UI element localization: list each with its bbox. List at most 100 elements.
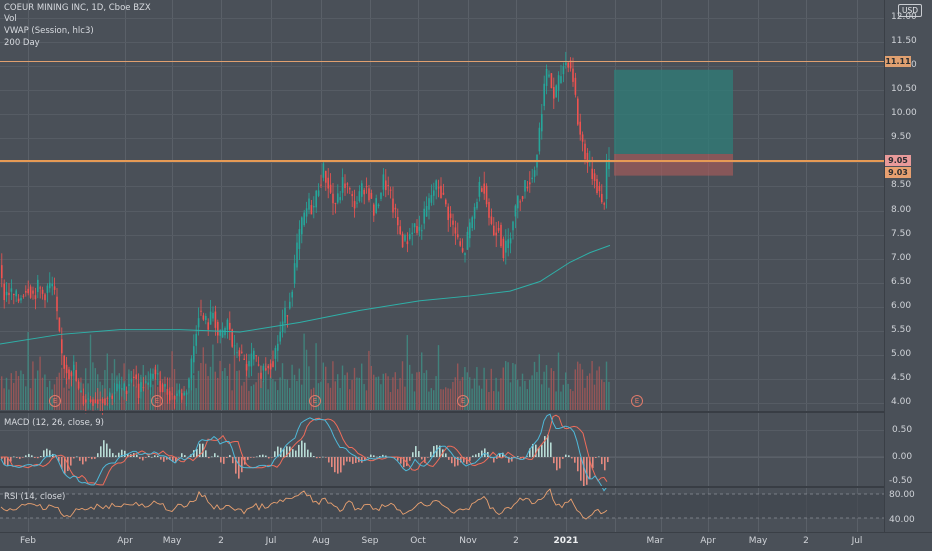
time-axis[interactable] bbox=[0, 532, 932, 551]
volume-bar bbox=[349, 389, 351, 410]
earnings-marker-icon[interactable]: E bbox=[309, 395, 321, 407]
price-chart[interactable] bbox=[0, 0, 884, 532]
candle-body bbox=[190, 358, 193, 379]
support-line[interactable] bbox=[0, 160, 884, 162]
macd-histogram-bar bbox=[172, 457, 174, 462]
candle-body bbox=[353, 201, 356, 209]
macd-histogram-bar bbox=[205, 450, 207, 457]
volume-bar bbox=[392, 377, 394, 410]
price-axis[interactable] bbox=[884, 0, 932, 532]
macd-histogram-bar bbox=[496, 457, 498, 459]
rsi-axis-tick: 40.00 bbox=[889, 515, 915, 525]
macd-histogram-bar bbox=[31, 455, 33, 457]
volume-bar bbox=[277, 390, 279, 410]
macd-histogram-bar bbox=[247, 457, 249, 460]
volume-bar bbox=[373, 374, 375, 410]
volume-bar bbox=[481, 388, 483, 410]
volume-bar bbox=[507, 362, 509, 410]
earnings-marker-icon[interactable]: E bbox=[49, 395, 61, 407]
rsi-pane-separator[interactable] bbox=[0, 486, 932, 488]
candle-body bbox=[70, 372, 73, 377]
macd-histogram-bar bbox=[508, 457, 510, 463]
currency-button[interactable]: USD bbox=[898, 4, 922, 17]
volume-bar bbox=[608, 381, 610, 410]
candle-body bbox=[29, 286, 32, 298]
candle-body bbox=[481, 188, 483, 192]
candle-body bbox=[382, 174, 385, 190]
resistance-line[interactable] bbox=[0, 61, 884, 62]
macd-histogram-bar bbox=[193, 450, 195, 457]
candle-body bbox=[166, 388, 169, 395]
macd-histogram-bar bbox=[403, 457, 405, 468]
volume-bar bbox=[461, 377, 464, 410]
earnings-marker-icon[interactable]: E bbox=[631, 395, 643, 407]
volume-bar bbox=[80, 377, 82, 410]
price-axis-tick: 4.50 bbox=[891, 373, 912, 383]
legend-vwap[interactable]: VWAP (Session, hlc3) bbox=[4, 26, 94, 36]
candle-body bbox=[392, 198, 394, 213]
macd-histogram-bar bbox=[454, 457, 456, 467]
volume-bar bbox=[430, 388, 432, 410]
volume-bar bbox=[565, 372, 567, 410]
candle-body bbox=[233, 345, 236, 347]
volume-bar bbox=[457, 363, 459, 410]
macd-histogram-bar bbox=[595, 457, 597, 458]
volume-bar bbox=[377, 376, 380, 410]
candle-body bbox=[286, 315, 289, 317]
candle-body bbox=[325, 170, 327, 183]
macd-histogram-bar bbox=[136, 454, 138, 457]
macd-histogram-bar bbox=[91, 457, 93, 460]
legend-volume[interactable]: Vol bbox=[4, 14, 17, 24]
candle-body bbox=[509, 238, 512, 244]
candle-body bbox=[157, 373, 159, 375]
macd-histogram-bar bbox=[268, 457, 270, 459]
volume-bar bbox=[397, 389, 399, 410]
candle-body bbox=[572, 68, 574, 82]
volume-bar bbox=[589, 373, 591, 410]
macd-histogram-bar bbox=[76, 456, 78, 458]
volume-bar bbox=[531, 375, 533, 410]
macd-histogram-bar bbox=[562, 457, 564, 459]
volume-bar bbox=[387, 376, 389, 410]
candle-body bbox=[46, 285, 49, 293]
candle-body bbox=[8, 292, 10, 296]
volume-bar bbox=[224, 367, 226, 410]
candle-body bbox=[279, 331, 281, 342]
macd-pane-separator[interactable] bbox=[0, 411, 932, 413]
candle-body bbox=[253, 350, 255, 360]
macd-histogram-bar bbox=[586, 457, 588, 485]
macd-legend[interactable]: MACD (12, 26, close, 9) bbox=[4, 418, 104, 428]
price-axis-tick: 5.50 bbox=[891, 325, 912, 335]
symbol-title[interactable]: COEUR MINING INC, 1D, Cboe BZX bbox=[4, 3, 151, 13]
candle-body bbox=[466, 231, 469, 250]
macd-histogram-bar bbox=[556, 457, 558, 471]
price-axis-tick: 11.50 bbox=[891, 36, 917, 46]
candle-body bbox=[217, 321, 219, 336]
candle-body bbox=[541, 114, 543, 132]
time-axis-label: Mar bbox=[646, 536, 664, 546]
earnings-marker-icon[interactable]: E bbox=[151, 395, 163, 407]
candle-body bbox=[380, 192, 382, 199]
volume-bar bbox=[361, 363, 363, 410]
earnings-marker-icon[interactable]: E bbox=[457, 395, 469, 407]
volume-bar bbox=[370, 365, 372, 410]
time-axis-label: Nov bbox=[459, 536, 477, 546]
macd-axis-tick: 0.50 bbox=[892, 425, 913, 435]
macd-histogram-bar bbox=[529, 448, 531, 457]
legend-ma200[interactable]: 200 Day bbox=[4, 38, 40, 48]
macd-histogram-bar bbox=[400, 457, 402, 464]
candle-body bbox=[562, 66, 565, 75]
candle-body bbox=[181, 393, 183, 400]
time-axis-label: Sep bbox=[361, 536, 379, 546]
volume-bar bbox=[334, 381, 336, 410]
candle-body bbox=[111, 395, 113, 399]
candle-body bbox=[89, 399, 92, 402]
volume-bar bbox=[265, 363, 267, 410]
candle-body bbox=[404, 235, 406, 241]
rsi-legend[interactable]: RSI (14, close) bbox=[4, 492, 66, 502]
macd-histogram-bar bbox=[550, 442, 552, 457]
macd-histogram-bar bbox=[298, 444, 300, 457]
macd-histogram-bar bbox=[40, 456, 42, 457]
volume-bar bbox=[267, 389, 269, 410]
candle-body bbox=[368, 188, 370, 201]
